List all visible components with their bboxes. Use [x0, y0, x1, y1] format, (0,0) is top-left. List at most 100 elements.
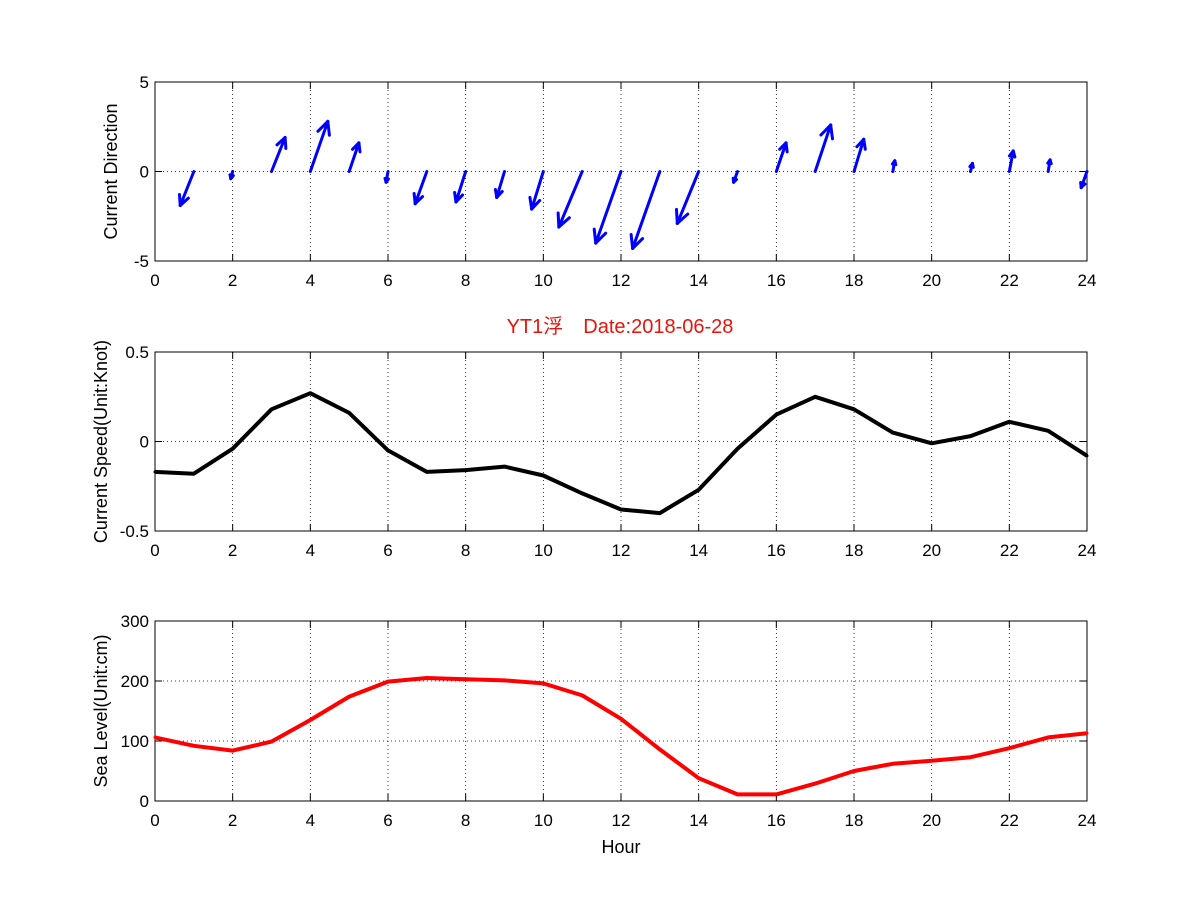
direction-xtick-label: 8 [461, 271, 470, 290]
speed-data-point [308, 391, 312, 395]
direction-arrow [1079, 170, 1089, 190]
sealevel-data-point [1007, 746, 1011, 750]
speed-data-point [736, 447, 739, 451]
direction-xtick-label: 6 [383, 271, 392, 290]
sealevel-data-point [891, 762, 895, 766]
speed-xtick-label: 2 [228, 541, 237, 560]
sealevel-xtick-label: 18 [845, 811, 864, 830]
direction-arrow [774, 141, 789, 173]
sealevel-data-point [930, 759, 934, 763]
sealevel-data-point [386, 680, 390, 684]
speed-xtick-label: 10 [534, 541, 553, 560]
sealevel-xtick-label: 24 [1078, 811, 1097, 830]
speed-data-point [930, 441, 934, 445]
direction-arrow [453, 170, 468, 204]
sealevel-data-point [270, 740, 273, 744]
sealevel-data-point [308, 718, 312, 722]
speed-data-point [231, 447, 235, 451]
direction-xtick-label: 16 [767, 271, 786, 290]
sealevel-data-point [774, 792, 778, 796]
direction-xtick-label: 4 [306, 271, 315, 290]
speed-xtick-label: 6 [383, 541, 392, 560]
speed-data-point [580, 491, 584, 495]
speed-data-point [1007, 420, 1011, 424]
speed-ytick-label: 0.5 [125, 343, 149, 362]
direction-arrow [629, 170, 662, 250]
sealevel-xtick-label: 4 [306, 811, 315, 830]
direction-arrow [1046, 158, 1053, 173]
sealevel-data-point [503, 678, 506, 682]
speed-xtick-label: 8 [461, 541, 470, 560]
direction-arrow [674, 170, 701, 225]
speed-xtick-label: 24 [1078, 541, 1097, 560]
speed-xtick-label: 18 [845, 541, 864, 560]
speed-data-point [386, 448, 390, 452]
speed-data-point [969, 434, 972, 438]
sealevel-data-point [813, 782, 817, 786]
speed-data-point [270, 407, 273, 411]
speed-data-point [425, 470, 429, 474]
speed-xtick-label: 14 [689, 541, 708, 560]
direction-arrow [592, 170, 623, 245]
direction-arrow [890, 159, 898, 173]
direction-xtick-label: 12 [612, 271, 631, 290]
speed-data-point [619, 508, 623, 512]
direction-xtick-label: 22 [1000, 271, 1019, 290]
speed-data-point [852, 407, 856, 411]
speed-data-point [464, 468, 468, 472]
speed-data-point [347, 411, 351, 415]
sealevel-xtick-label: 12 [612, 811, 631, 830]
direction-arrow [177, 170, 196, 208]
direction-arrow [383, 170, 390, 184]
speed-data-point [774, 413, 778, 417]
sealevel-data-point [1046, 735, 1050, 739]
sealevel-data-point [1085, 731, 1089, 735]
sealevel-xtick-label: 6 [383, 811, 392, 830]
speed-xtick-label: 16 [767, 541, 786, 560]
direction-arrow [556, 170, 584, 229]
sealevel-data-point [464, 677, 468, 681]
direction-ylabel: Current Direction [101, 103, 121, 239]
speed-data-point [813, 395, 817, 399]
direction-arrow [968, 161, 975, 173]
sealevel-data-point [852, 769, 856, 773]
speed-data-point [1046, 429, 1050, 433]
direction-arrow [412, 170, 429, 206]
sealevel-data-point [231, 749, 235, 753]
direction-ytick-label: 5 [140, 73, 149, 92]
sealevel-xtick-label: 8 [461, 811, 470, 830]
sealevel-data-point [192, 744, 196, 748]
speed-data-point [192, 472, 196, 476]
speed-ytick-label: 0 [140, 433, 149, 452]
direction-arrow [493, 170, 506, 199]
direction-arrow [731, 170, 739, 184]
speed-xtick-label: 12 [612, 541, 631, 560]
direction-xtick-label: 14 [689, 271, 708, 290]
speed-xtick-label: 4 [306, 541, 315, 560]
sealevel-data-point [347, 695, 351, 699]
direction-arrow [270, 135, 288, 173]
sealevel-xtick-label: 20 [922, 811, 941, 830]
direction-xtick-label: 10 [534, 271, 553, 290]
sealevel-ylabel: Sea Level(Unit:cm) [91, 634, 111, 787]
speed-data-point [541, 474, 545, 478]
sealevel-data-point [541, 681, 545, 685]
sealevel-data-point [425, 676, 429, 680]
speed-data-point [891, 431, 895, 435]
speed-ylabel: Current Speed(Unit:Knot) [91, 340, 111, 543]
sealevel-xlabel: Hour [601, 837, 640, 857]
direction-ytick-label: 0 [140, 163, 149, 182]
sealevel-xtick-label: 14 [689, 811, 708, 830]
sealevel-data-point [658, 747, 662, 751]
direction-ytick-label: -5 [134, 252, 149, 271]
sealevel-ytick-label: 100 [121, 732, 149, 751]
speed-ytick-label: -0.5 [120, 522, 149, 541]
direction-xtick-label: 0 [150, 271, 159, 290]
speed-xtick-label: 22 [1000, 541, 1019, 560]
direction-arrow [347, 141, 362, 173]
figure-title: YT1浮 Date:2018-06-28 [507, 315, 734, 338]
